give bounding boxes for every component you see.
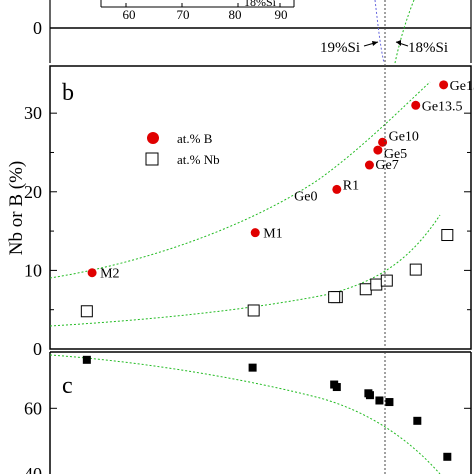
niobium-point	[247, 304, 260, 317]
panel-b-ylabel: Nb or B (%)	[6, 161, 27, 255]
annotation-19si-arrowhead	[372, 41, 378, 46]
boron-point	[373, 145, 383, 155]
annotation-18si-arrowhead	[396, 40, 401, 46]
legend-marker-boron	[147, 132, 159, 144]
panel-c-yaxis: 60 40	[24, 398, 471, 474]
panel-b-yaxis: 0 10 20 30	[24, 103, 471, 359]
panel-a-fit-curve	[394, 0, 415, 64]
panel-a-inset: 60 70 80 90 18%Si	[100, 0, 295, 22]
legend-label-boron: at.% B	[177, 131, 213, 146]
boron-point	[250, 228, 260, 238]
niobium-point	[359, 283, 372, 296]
boron-point-label: Ge7	[375, 158, 398, 173]
boron-point	[364, 160, 374, 170]
panel-b-ytick-label: 20	[24, 182, 42, 202]
boron-point-label: Ge10	[389, 129, 419, 144]
boron-point-label: M1	[263, 227, 282, 242]
panel-b-ytick-label: 10	[24, 260, 42, 280]
silicon-point	[413, 416, 422, 425]
silicon-point	[365, 391, 374, 400]
annotation-19si: 19%Si	[320, 40, 360, 56]
inset-xtick-label-70: 70	[177, 7, 190, 22]
niobium-point	[80, 305, 93, 318]
inset-xtick-label-60: 60	[123, 7, 136, 22]
legend: at.% B at.% Nb	[145, 131, 220, 167]
panel-c: 60 40 c	[24, 351, 472, 474]
boron-point	[87, 268, 97, 278]
panel-a-dotted-curve	[374, 0, 385, 64]
panel-b-ytick-label: 0	[33, 339, 42, 359]
boron-point	[332, 184, 342, 194]
boron-point-label: Ge15.5	[450, 79, 474, 94]
panel-c-partial-tick-label: 40	[24, 464, 42, 474]
fit-curve-silicon	[49, 354, 441, 474]
panel-c-ytick-label: 60	[24, 398, 42, 418]
boron-point-label: Ge13.5	[422, 99, 463, 114]
boron-point-label: Ge0	[294, 190, 317, 205]
silicon-point	[375, 396, 384, 405]
boron-point	[439, 80, 449, 90]
boron-point-label: Ge5	[384, 147, 407, 162]
silicon-point	[248, 363, 257, 372]
silicon-point	[332, 383, 341, 392]
panel-b-letter: b	[62, 80, 74, 106]
fit-curve-boron	[49, 81, 431, 279]
silicon-point	[82, 355, 91, 364]
niobium-point	[328, 291, 341, 304]
silicon-point	[385, 398, 394, 407]
panel-c-series	[82, 355, 452, 461]
panel-b-ytick-label: 30	[24, 103, 42, 123]
inset-xtick-label-80: 80	[229, 7, 242, 22]
niobium-point	[380, 274, 393, 287]
niobium-point	[409, 263, 422, 276]
boron-point	[411, 100, 421, 110]
boron-point	[378, 137, 388, 147]
niobium-point	[441, 229, 454, 242]
silicon-point	[443, 452, 452, 461]
panel-b-frame	[49, 65, 472, 350]
boron-point-label: R1	[343, 178, 359, 193]
legend-marker-niobium	[145, 152, 159, 166]
panel-a: 0 60 70 80 90 18%Si 19%Si 18%Si	[33, 0, 472, 64]
panel-c-letter: c	[62, 373, 73, 399]
inset-label: 18%Si	[244, 0, 277, 9]
inset-xtick-label-90: 90	[275, 7, 288, 22]
boron-point-label: M2	[100, 267, 119, 282]
panel-a-ytick-label-0: 0	[33, 18, 42, 38]
legend-label-niobium: at.% Nb	[177, 152, 220, 167]
annotation-18si: 18%Si	[408, 40, 448, 56]
niobium-point	[370, 278, 383, 291]
